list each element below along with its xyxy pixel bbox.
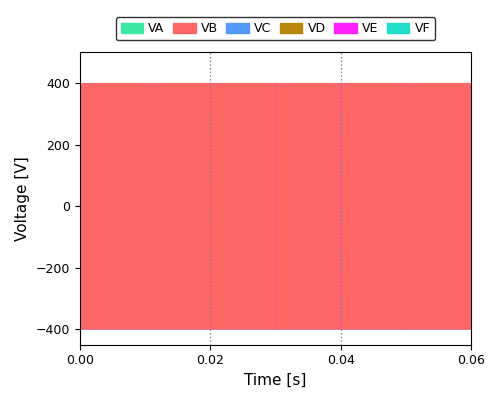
- Legend: VA, VB, VC, VD, VE, VF: VA, VB, VC, VD, VE, VF: [116, 17, 435, 40]
- Y-axis label: Voltage [V]: Voltage [V]: [15, 156, 30, 241]
- X-axis label: Time [s]: Time [s]: [244, 373, 306, 388]
